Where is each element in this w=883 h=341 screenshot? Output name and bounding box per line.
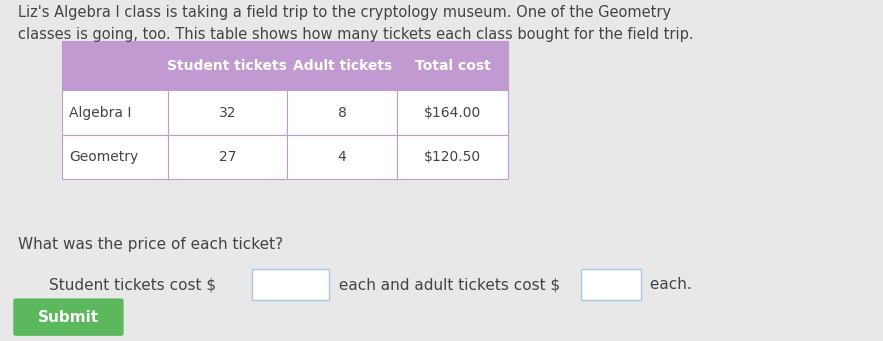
Bar [62, 90, 168, 135]
Bar [168, 135, 287, 179]
Text: Submit: Submit [38, 310, 99, 325]
Text: Geometry: Geometry [69, 150, 138, 164]
Bar [62, 135, 168, 179]
Text: $120.50: $120.50 [424, 150, 481, 164]
Text: 8: 8 [337, 105, 347, 120]
Bar [397, 41, 508, 90]
Bar [287, 135, 397, 179]
Bar [62, 41, 168, 90]
Bar [397, 90, 508, 135]
Bar [287, 90, 397, 135]
Bar [168, 41, 287, 90]
Bar [252, 269, 329, 300]
Bar [287, 41, 397, 90]
Bar [397, 135, 508, 179]
Text: 32: 32 [219, 105, 236, 120]
Text: Student tickets: Student tickets [168, 59, 287, 73]
Text: What was the price of each ticket?: What was the price of each ticket? [18, 237, 283, 252]
Text: 4: 4 [338, 150, 346, 164]
Text: Algebra I: Algebra I [69, 105, 132, 120]
Text: $164.00: $164.00 [424, 105, 481, 120]
Text: each.: each. [645, 277, 692, 292]
Text: Adult tickets: Adult tickets [292, 59, 392, 73]
Text: classes is going, too. This table shows how many tickets each class bought for t: classes is going, too. This table shows … [18, 27, 693, 42]
Bar [168, 90, 287, 135]
Text: Liz's Algebra I class is taking a field trip to the cryptology museum. One of th: Liz's Algebra I class is taking a field … [18, 5, 671, 20]
Bar [581, 269, 641, 300]
Text: Student tickets cost $: Student tickets cost $ [49, 277, 215, 292]
Text: Total cost: Total cost [415, 59, 490, 73]
Text: each and adult tickets cost $: each and adult tickets cost $ [334, 277, 560, 292]
Text: 27: 27 [219, 150, 236, 164]
FancyBboxPatch shape [13, 298, 124, 336]
